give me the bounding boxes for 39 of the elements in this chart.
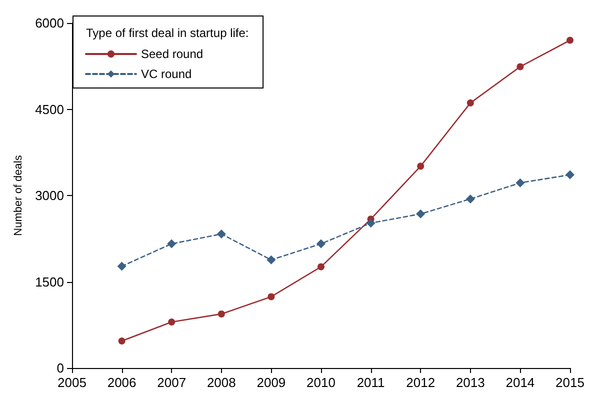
legend-label: Seed round bbox=[141, 47, 204, 61]
y-axis-title: Number of deals bbox=[12, 154, 25, 236]
point bbox=[167, 239, 176, 248]
point bbox=[118, 337, 126, 344]
x-tick-label: 2008 bbox=[206, 375, 236, 390]
y-tick-label: 3000 bbox=[35, 188, 64, 203]
point bbox=[516, 178, 525, 188]
legend-title: Type of first deal in startup life: bbox=[86, 26, 249, 40]
x-tick-label: 2015 bbox=[556, 375, 584, 390]
point bbox=[218, 310, 225, 318]
y-tick-label: 4500 bbox=[35, 102, 64, 117]
point bbox=[318, 263, 324, 270]
point bbox=[268, 293, 275, 300]
x-tick-label: 2005 bbox=[58, 375, 86, 390]
point bbox=[168, 318, 176, 326]
point bbox=[466, 194, 475, 204]
x-tick-label: 2014 bbox=[506, 375, 535, 390]
point bbox=[566, 170, 574, 180]
point bbox=[366, 218, 376, 228]
x-tick-label: 2010 bbox=[306, 375, 336, 390]
point bbox=[416, 209, 426, 218]
point bbox=[266, 255, 276, 264]
x-tick-label: 2006 bbox=[107, 375, 136, 390]
point bbox=[316, 239, 326, 248]
y-tick-label: 0 bbox=[56, 360, 64, 376]
x-tick-label: 2011 bbox=[356, 375, 385, 390]
y-tick-label: 6000 bbox=[35, 16, 64, 30]
point bbox=[417, 162, 424, 170]
point bbox=[566, 36, 574, 44]
point bbox=[117, 262, 126, 271]
y-tick-label: 1500 bbox=[35, 274, 64, 290]
point bbox=[516, 63, 524, 70]
point bbox=[466, 99, 474, 106]
x-tick-label: 2013 bbox=[456, 375, 485, 390]
point bbox=[216, 230, 226, 239]
x-tick-label: 2007 bbox=[157, 375, 186, 390]
x-tick-label: 2009 bbox=[256, 375, 286, 390]
x-tick-label: 2012 bbox=[406, 375, 436, 390]
legend-label: VC round bbox=[141, 67, 192, 81]
